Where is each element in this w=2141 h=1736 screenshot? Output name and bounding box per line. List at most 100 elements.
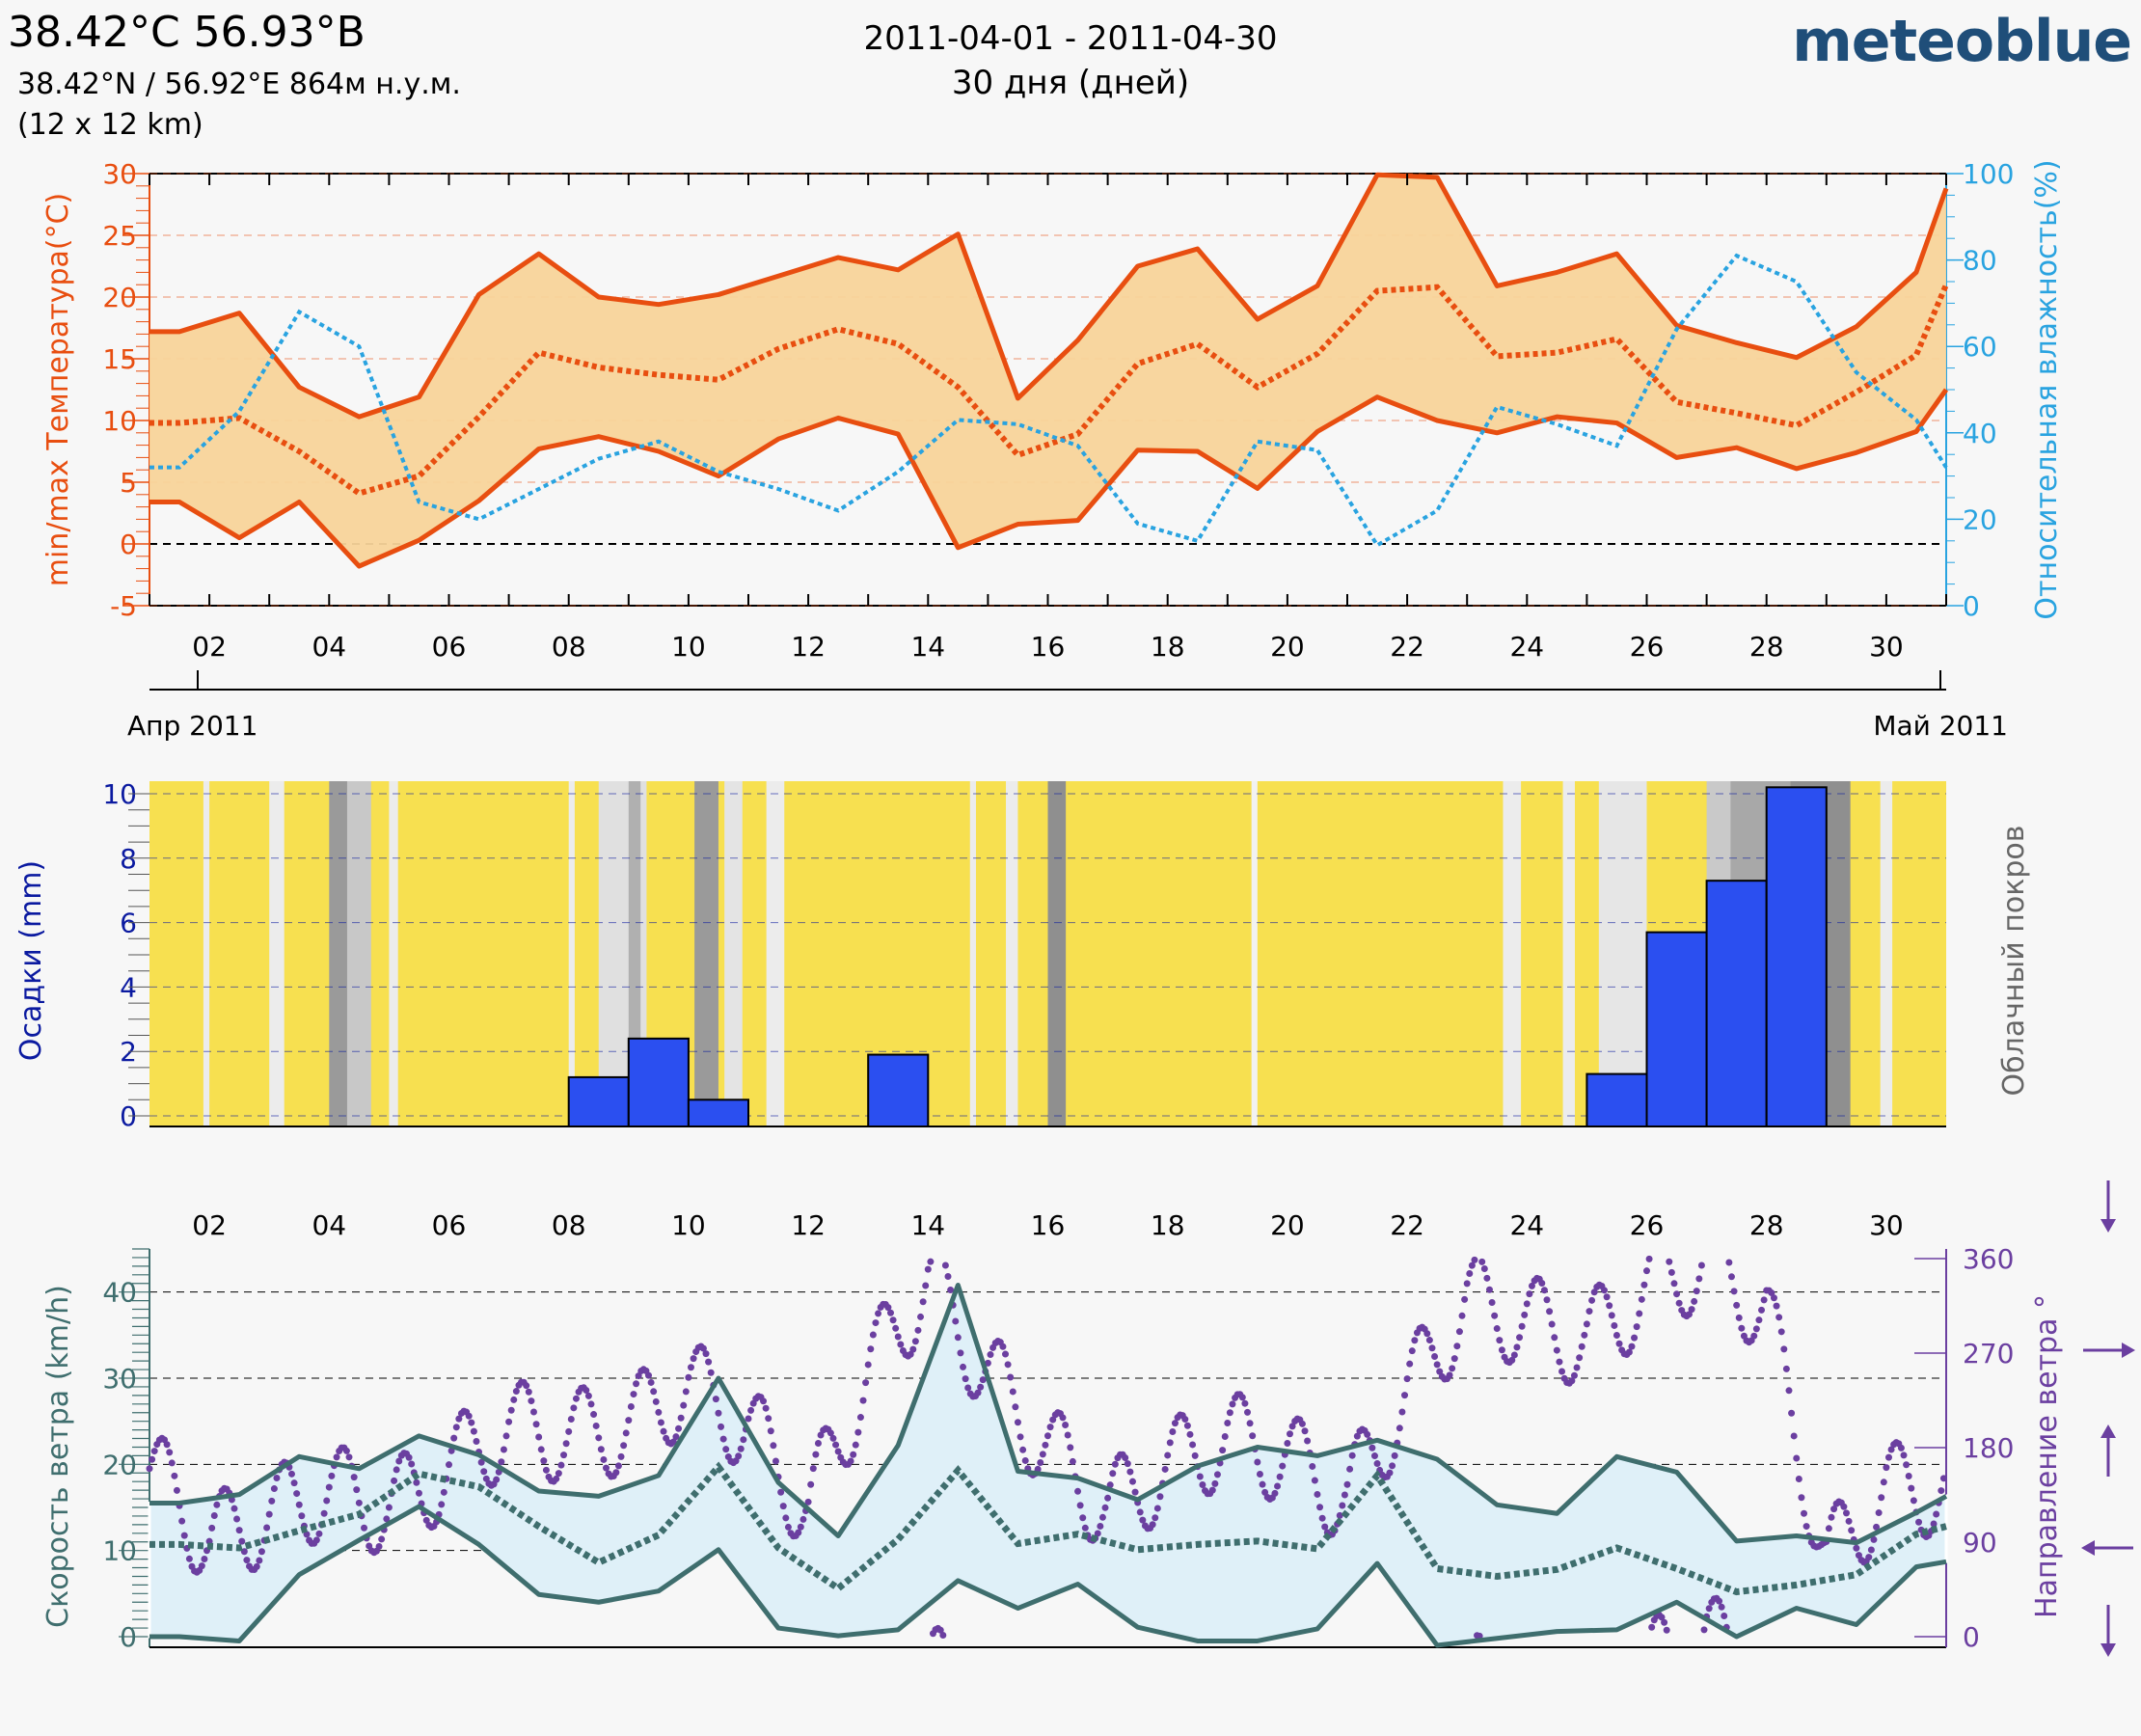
wind-direction-point [1606, 1302, 1613, 1310]
wind-direction-point [1186, 1430, 1194, 1438]
wind-direction-point [1667, 1268, 1675, 1276]
wind-direction-point [1019, 1446, 1027, 1453]
wind-direction-point [1523, 1300, 1531, 1308]
wind-direction-point [1466, 1269, 1474, 1277]
temp-x-tick-label: 24 [1509, 631, 1544, 663]
wind-direction-point [984, 1359, 991, 1367]
temp-x-tick-label: 14 [910, 631, 945, 663]
wind-direction-point [625, 1417, 633, 1424]
cloud-cover-stripe [389, 781, 398, 1126]
wind-direction-point [342, 1447, 350, 1454]
wind-x-tick-label: 04 [312, 1209, 346, 1241]
wind-direction-point [243, 1557, 251, 1564]
wind-direction-point [422, 1516, 430, 1524]
wind-direction-point [924, 1265, 932, 1273]
wind-direction-point [1488, 1298, 1496, 1306]
wind-direction-point [1002, 1350, 1010, 1358]
temp-x-tick-label: 08 [552, 631, 586, 663]
arrow-head [2081, 1540, 2095, 1556]
wind-direction-point [829, 1434, 837, 1442]
coordinates-label: 38.42°N / 56.92°E 864м н.у.м. [17, 68, 461, 101]
precip-bar [627, 1037, 690, 1127]
wind-direction-point [718, 1423, 725, 1430]
wind-direction-point [1526, 1290, 1533, 1298]
wind-direction-point [584, 1392, 592, 1399]
wind-direction-point [1648, 1623, 1656, 1631]
wind-direction-arrows [2081, 1180, 2135, 1657]
wind-direction-point [1543, 1296, 1551, 1304]
wind-direction-point [1802, 1523, 1810, 1531]
wind-direction-point [333, 1453, 340, 1461]
wind-direction-point [1801, 1509, 1808, 1517]
wind-direction-point [1485, 1286, 1493, 1293]
wind-direction-point [1608, 1312, 1615, 1319]
wind-direction-point [645, 1371, 652, 1379]
wind-direction-point [480, 1468, 488, 1476]
wind-direction-point [1348, 1451, 1356, 1459]
wind-direction-point [168, 1459, 176, 1467]
wind-direction-point [510, 1396, 518, 1403]
wind-direction-point [198, 1562, 205, 1570]
brand-logo[interactable]: meteoblue [1792, 8, 2132, 75]
wind-direction-point [999, 1343, 1007, 1350]
wind-direction-point [1128, 1478, 1136, 1485]
temp-x-tick-label: 10 [671, 631, 706, 663]
wind-direction-point [173, 1486, 180, 1494]
wind-direction-point [378, 1535, 386, 1543]
wind-direction-point [1353, 1432, 1361, 1440]
wind-direction-point [1558, 1368, 1566, 1375]
wind-direction-point [814, 1439, 822, 1447]
wind-direction-point [1538, 1279, 1546, 1287]
wind-x-tick-label: 06 [432, 1209, 467, 1241]
wind-direction-point [201, 1555, 208, 1562]
wind-x-tick-label: 30 [1869, 1209, 1904, 1241]
wind-direction-point [1369, 1444, 1376, 1451]
wind-direction-point [1908, 1484, 1915, 1492]
precip-axis-title: Осадки (mm) [14, 860, 48, 1061]
cloud-cover-stripe [269, 781, 285, 1126]
wind-direction-point [1883, 1464, 1890, 1472]
wind-x-tick-label: 28 [1749, 1209, 1784, 1241]
wind-direction-point [146, 1465, 153, 1473]
wind-direction-point [1735, 1314, 1743, 1321]
wind-direction-point [657, 1419, 664, 1426]
wind-direction-point [1915, 1518, 1923, 1526]
wind-x-tick-label: 22 [1390, 1209, 1424, 1241]
cloud-cover-stripe [1562, 781, 1575, 1126]
wind-direction-point [1628, 1343, 1636, 1350]
temp-x-tick-label: 06 [432, 631, 467, 663]
wind-direction-point [498, 1458, 505, 1466]
wind-direction-point [315, 1530, 323, 1537]
wind-direction-point [740, 1436, 747, 1444]
wind-direction-point [473, 1438, 480, 1446]
wind-direction-point [1254, 1458, 1261, 1466]
wind-direction-point [1411, 1337, 1419, 1344]
wind-direction-point [1884, 1453, 1892, 1461]
cloud-cover-stripe [1006, 781, 1018, 1126]
arrow-south-icon [2100, 1180, 2116, 1233]
wind-direction-point [960, 1363, 967, 1370]
wind-direction-point [1873, 1523, 1881, 1531]
wind-direction-point [1897, 1444, 1905, 1451]
wind-direction-point [1939, 1475, 1947, 1482]
wind-direction-point [630, 1391, 637, 1398]
cloud-axis-title: Облачный покров [1997, 826, 2031, 1097]
wind-direction-point [827, 1429, 834, 1437]
wind-direction-point [633, 1380, 640, 1388]
wind-direction-point [719, 1435, 727, 1443]
wind-direction-point [1933, 1510, 1940, 1518]
precip-bar [867, 1053, 930, 1128]
wind-direction-point [1625, 1348, 1633, 1356]
wind-direction-point [555, 1470, 562, 1478]
wind-direction-point [587, 1400, 595, 1408]
wind-direction-point [1880, 1478, 1887, 1486]
wind-x-tick-label: 14 [910, 1209, 945, 1241]
wind-direction-point [553, 1475, 560, 1482]
humidity-axis-title: Относительная влажность(%) [2030, 159, 2064, 619]
wind-direction-point [1246, 1420, 1254, 1427]
wind-direction-point [1408, 1347, 1416, 1355]
arrow-head [2100, 1424, 2116, 1438]
wind-direction-point [1773, 1302, 1780, 1310]
wind-direction-point [1284, 1439, 1291, 1447]
wind-direction-point [1845, 1517, 1853, 1525]
